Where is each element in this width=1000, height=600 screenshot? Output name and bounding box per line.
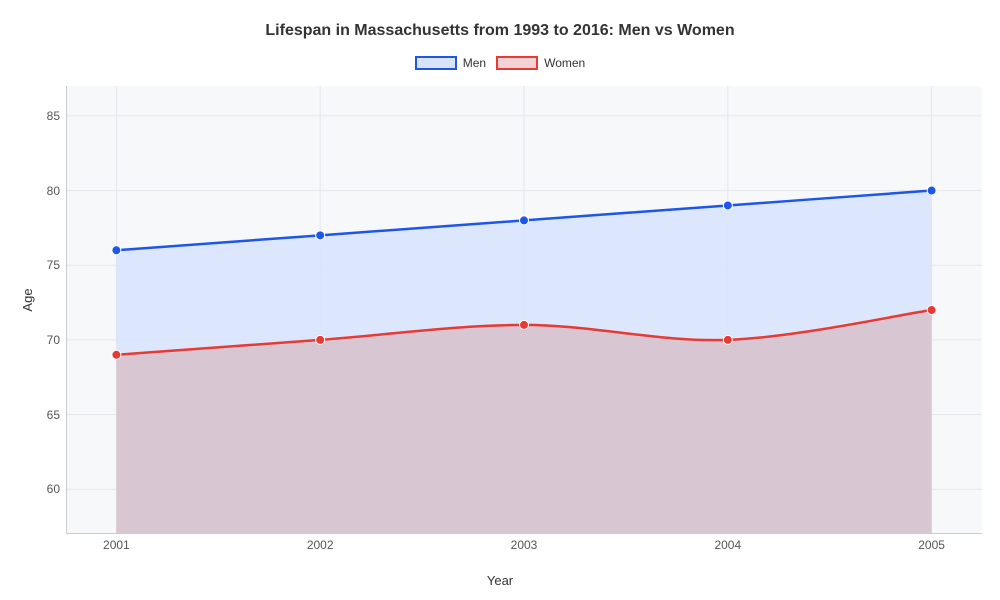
- x-tick-label: 2004: [714, 538, 741, 552]
- y-tick-label: 80: [47, 184, 60, 198]
- legend-item-men[interactable]: Men: [415, 56, 486, 70]
- chart-container: Lifespan in Massachusetts from 1993 to 2…: [0, 0, 1000, 600]
- legend-item-women[interactable]: Women: [496, 56, 585, 70]
- y-tick-label: 65: [47, 408, 60, 422]
- chart-title: Lifespan in Massachusetts from 1993 to 2…: [0, 0, 1000, 40]
- legend-swatch-men: [415, 56, 457, 70]
- legend-label-women: Women: [544, 56, 585, 70]
- x-tick-label: 2001: [103, 538, 130, 552]
- legend: Men Women: [0, 56, 1000, 70]
- y-tick-label: 70: [47, 333, 60, 347]
- legend-swatch-women: [496, 56, 538, 70]
- y-axis-label: Age: [20, 288, 35, 311]
- x-tick-label: 2005: [918, 538, 945, 552]
- x-axis-label: Year: [487, 573, 513, 588]
- y-tick-label: 85: [47, 109, 60, 123]
- y-tick-label: 75: [47, 258, 60, 272]
- x-tick-label: 2002: [307, 538, 334, 552]
- x-tick-label: 2003: [511, 538, 538, 552]
- chart-plot-area: [66, 86, 982, 534]
- legend-label-men: Men: [463, 56, 486, 70]
- y-tick-label: 60: [47, 482, 60, 496]
